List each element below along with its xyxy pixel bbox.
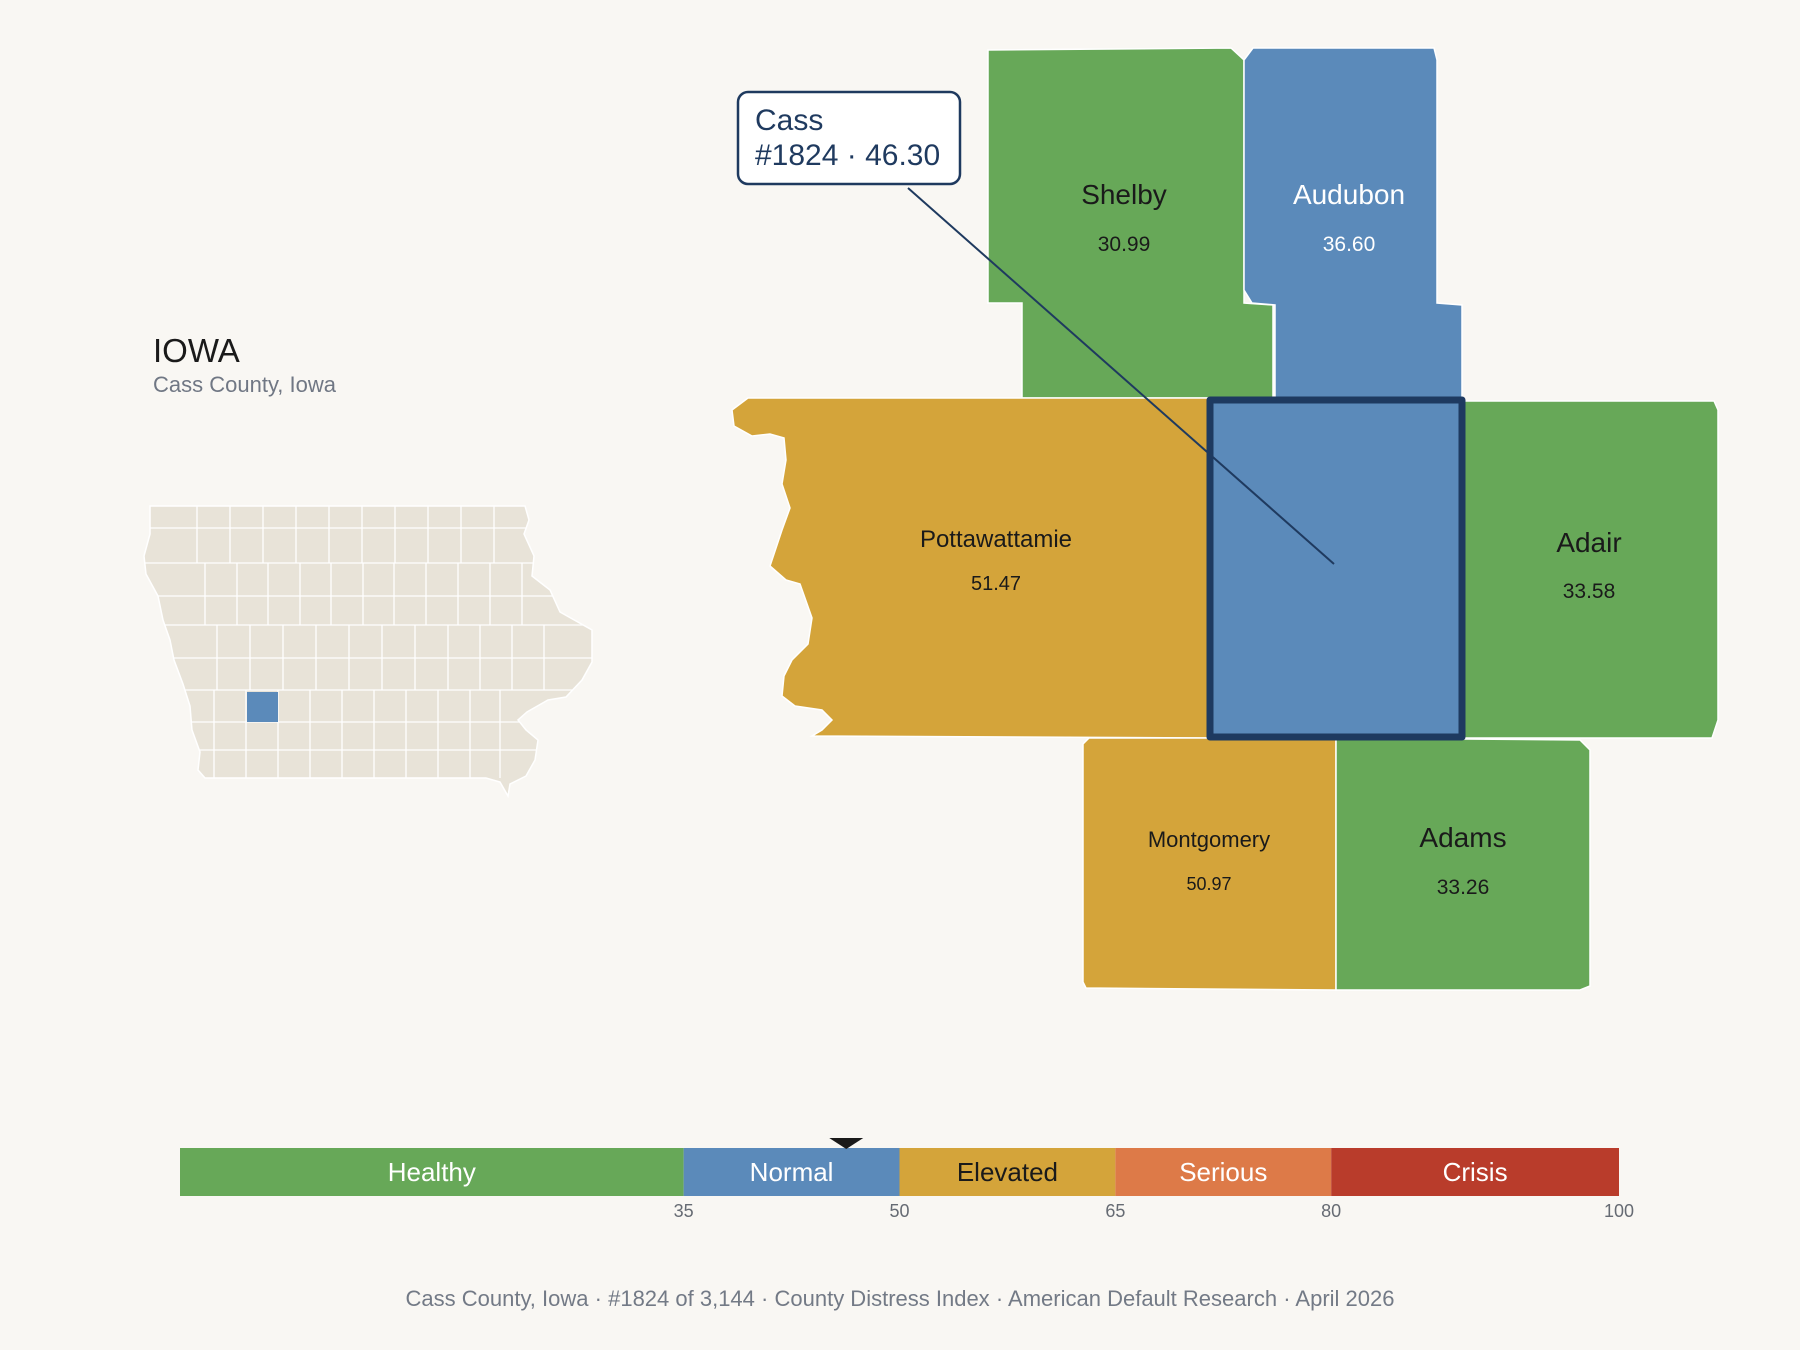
legend-band-normal [683, 1148, 900, 1196]
legend-band-healthy [180, 1148, 684, 1196]
legend-marker [829, 1138, 864, 1149]
county-labels: Shelby 30.99 Audubon 36.60 Pottawattamie… [920, 179, 1622, 899]
iowa-inset-map [143, 505, 593, 799]
adair-value: 33.58 [1563, 580, 1616, 603]
legend-tick-35: 35 [674, 1201, 694, 1221]
montgomery-label: Montgomery [1148, 827, 1270, 852]
legend-band-label-normal: Normal [750, 1157, 834, 1187]
adams-label: Adams [1419, 822, 1506, 853]
adair-label: Adair [1556, 527, 1621, 558]
legend-tick-65: 65 [1105, 1201, 1125, 1221]
county-audubon[interactable] [1243, 47, 1463, 399]
callout-box [736, 90, 962, 186]
legend-band-elevated [899, 1148, 1116, 1196]
state-title: IOWA [153, 332, 240, 369]
callout-rank-value: #1824 · 46.30 [755, 139, 940, 172]
county-montgomery[interactable] [1082, 737, 1337, 991]
footer-sep-3: · [996, 1286, 1008, 1311]
footer-rank: #1824 of 3,144 [608, 1286, 755, 1311]
audubon-value: 36.60 [1323, 233, 1376, 256]
inset-cass-highlight [247, 692, 278, 722]
footer-county: Cass County, Iowa [406, 1286, 590, 1311]
audubon-label: Audubon [1293, 179, 1405, 210]
iowa-county-grid [144, 506, 592, 778]
legend-tick-80: 80 [1321, 1201, 1341, 1221]
legend-band-label-crisis: Crisis [1443, 1157, 1508, 1187]
iowa-outline [143, 505, 593, 799]
footer-index: County Distress Index [774, 1286, 989, 1311]
county-shelby[interactable] [987, 47, 1274, 399]
footer-sep-2: · [761, 1286, 774, 1311]
county-pottawattamie[interactable] [731, 397, 1211, 739]
county-adams[interactable] [1335, 737, 1591, 991]
footer-sep-1: · [595, 1286, 608, 1311]
distress-legend: Healthy Normal Elevated Serious Crisis 35 50 6… [180, 1138, 1634, 1221]
footer-date: April 2026 [1295, 1286, 1394, 1311]
legend-tick-100: 100 [1604, 1201, 1634, 1221]
shelby-value: 30.99 [1098, 233, 1151, 256]
shelby-label: Shelby [1081, 179, 1167, 210]
pottawattamie-label: Pottawattamie [920, 526, 1072, 553]
legend-band-crisis [1331, 1148, 1619, 1196]
legend-band-serious [1115, 1148, 1332, 1196]
callout-county-name: Cass [755, 104, 823, 137]
county-adair[interactable] [1463, 400, 1719, 739]
legend-band-label-elevated: Elevated [957, 1157, 1058, 1187]
footer-source: American Default Research [1008, 1286, 1277, 1311]
legend-bands: Healthy Normal Elevated Serious Crisis [180, 1148, 1619, 1196]
callout-leader-line [907, 187, 1335, 565]
legend-band-label-serious: Serious [1179, 1157, 1267, 1187]
county-map [731, 47, 1719, 991]
pottawattamie-value: 51.47 [971, 573, 1021, 595]
legend-band-label-healthy: Healthy [388, 1157, 476, 1187]
footer-sep-4: · [1283, 1286, 1295, 1311]
legend-ticks: 35 50 65 80 100 [674, 1201, 1634, 1221]
footer-text: Cass County, Iowa · #1824 of 3,144 · Cou… [406, 1286, 1395, 1311]
cass-callout: Cass #1824 · 46.30 [736, 90, 1335, 565]
legend-tick-50: 50 [889, 1201, 909, 1221]
montgomery-value: 50.97 [1186, 874, 1231, 894]
county-cass[interactable] [1209, 397, 1464, 739]
adams-value: 33.26 [1437, 876, 1490, 899]
state-subtitle: Cass County, Iowa [153, 372, 337, 397]
cass-highlight-border [1206, 396, 1466, 741]
